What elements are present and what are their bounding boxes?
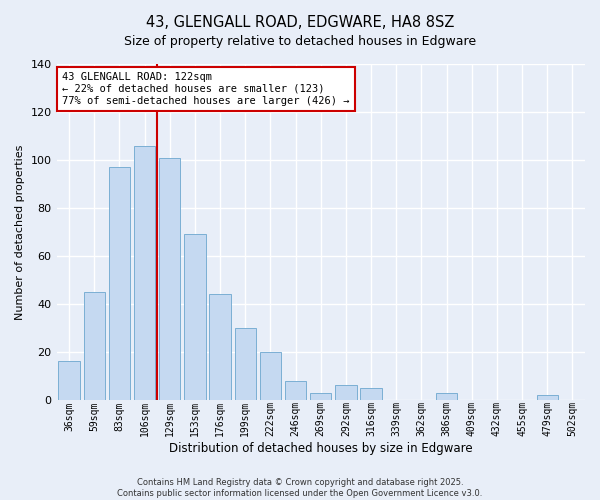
X-axis label: Distribution of detached houses by size in Edgware: Distribution of detached houses by size … (169, 442, 473, 455)
Bar (235, 328, 256, 400)
Text: Size of property relative to detached houses in Edgware: Size of property relative to detached ho… (124, 35, 476, 48)
Bar (209, 294, 231, 400)
Bar (361, 388, 382, 400)
Text: Contains HM Land Registry data © Crown copyright and database right 2025.
Contai: Contains HM Land Registry data © Crown c… (118, 478, 482, 498)
Bar (536, 395, 558, 400)
Bar (109, 167, 130, 400)
Bar (134, 146, 155, 400)
Bar (310, 392, 331, 400)
Bar (58, 362, 80, 400)
Text: 43, GLENGALL ROAD, EDGWARE, HA8 8SZ: 43, GLENGALL ROAD, EDGWARE, HA8 8SZ (146, 15, 454, 30)
Bar (335, 386, 356, 400)
Bar (159, 158, 181, 400)
Bar (184, 234, 206, 400)
Bar (260, 352, 281, 400)
Bar (83, 292, 105, 400)
Y-axis label: Number of detached properties: Number of detached properties (15, 144, 25, 320)
Text: 43 GLENGALL ROAD: 122sqm
← 22% of detached houses are smaller (123)
77% of semi-: 43 GLENGALL ROAD: 122sqm ← 22% of detach… (62, 72, 349, 106)
Bar (436, 392, 457, 400)
Bar (285, 380, 307, 400)
